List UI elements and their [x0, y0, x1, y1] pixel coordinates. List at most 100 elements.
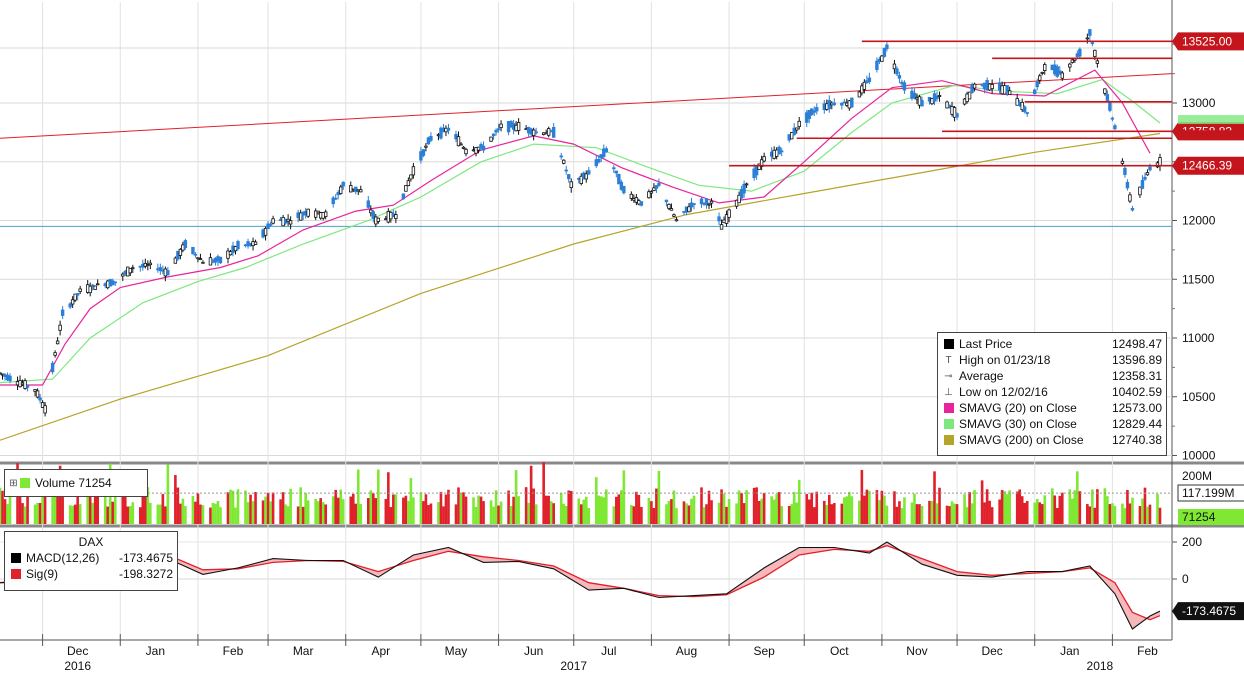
candle-body [742, 183, 746, 194]
legend-row: T High on 01/23/18 13596.89 [942, 352, 1162, 368]
candle-body [489, 136, 493, 142]
candle-body [584, 173, 588, 180]
volume-bar [843, 497, 846, 524]
volume-legend[interactable]: ⊞ Volume 71254 [4, 469, 148, 497]
candle-body [875, 60, 879, 70]
volume-bar [226, 492, 230, 524]
candle-body [792, 127, 796, 136]
candle-body [1088, 29, 1092, 36]
volume-bar [296, 506, 300, 524]
candle-body [421, 149, 426, 156]
candle-body [672, 214, 676, 217]
macd-legend[interactable]: DAX MACD(12,26) -173.4675 Sig(9) -198.3272 [4, 531, 178, 591]
candle-body [719, 224, 724, 230]
volume-bar [579, 504, 583, 524]
candle-body [902, 82, 907, 91]
candle-body [1070, 59, 1075, 63]
candle-body [634, 197, 639, 203]
volume-bar [141, 491, 145, 524]
volume-bar [822, 500, 826, 524]
candle-body [1085, 37, 1090, 40]
volume-bar [1068, 489, 1072, 524]
candle-body [218, 256, 223, 264]
volume-bar [462, 492, 465, 524]
volume-bar [1025, 500, 1029, 524]
candle-body [1120, 160, 1125, 164]
candle-body [60, 309, 65, 316]
volume-bar [725, 506, 728, 524]
volume-bar [88, 496, 92, 524]
volume-bar [43, 494, 47, 524]
volume-bar [1103, 488, 1107, 524]
candle-body [952, 107, 957, 118]
candle-body [1148, 166, 1152, 171]
volume-bar [752, 487, 756, 524]
candle-body [481, 145, 486, 151]
volume-label: Volume 71254 [35, 476, 112, 490]
volume-bar [722, 493, 726, 524]
volume-bar [444, 494, 448, 524]
candle-body [324, 211, 328, 218]
volume-bar [194, 501, 197, 524]
volume-bar [316, 501, 320, 524]
volume-bar [762, 493, 766, 524]
volume-bar [559, 492, 563, 524]
volume-bar [304, 493, 307, 524]
volume-bar [113, 490, 117, 524]
volume-bar [1148, 504, 1152, 524]
volume-bar [68, 505, 72, 524]
volume-bar [667, 500, 671, 524]
volume-bar [792, 491, 796, 524]
candle-body [404, 185, 408, 192]
trendline [0, 73, 1173, 139]
candle-body [790, 132, 794, 140]
volume-bar [787, 505, 791, 524]
legend-row: SMAVG (20) on Close 12573.00 [942, 400, 1162, 416]
x-month-label: Oct [830, 644, 849, 658]
volume-bar [950, 501, 954, 524]
volume-bar [685, 503, 688, 524]
volume-bar [507, 490, 510, 524]
candle-body [1158, 157, 1162, 167]
volume-bar [214, 503, 217, 524]
volume-last-label: 71254 [1182, 510, 1216, 524]
volume-bar [895, 506, 899, 524]
candle-body [401, 193, 406, 200]
candle-body [1058, 70, 1062, 74]
x-month-label: Aug [676, 644, 697, 658]
volume-bar [306, 500, 310, 524]
legend-value: -198.3272 [118, 567, 173, 581]
candle-body [58, 324, 62, 331]
macd-legend-row: MACD(12,26) -173.4675 [9, 550, 173, 566]
candle-body [1108, 102, 1112, 111]
candle-body [897, 75, 902, 79]
volume-bar [281, 492, 285, 524]
volume-bar [457, 487, 460, 524]
x-year-label: 2018 [1087, 659, 1114, 673]
volume-bar [442, 506, 445, 524]
volume-bar [529, 465, 533, 524]
sma20-line [0, 69, 1151, 386]
candle-body [298, 212, 303, 221]
candle-body [1090, 42, 1095, 45]
price-legend[interactable]: Last Price 12498.47 T High on 01/23/18 13596… [937, 332, 1167, 456]
legend-label: Low on 12/02/16 [959, 385, 1048, 399]
volume-bar [23, 506, 27, 524]
volume-bar [394, 494, 398, 524]
candle-body [567, 174, 571, 180]
expand-icon[interactable]: ⊞ [9, 477, 18, 489]
macd-legend-row: Sig(9) -198.3272 [9, 566, 173, 582]
volume-bar [755, 487, 758, 524]
volume-bar [38, 502, 42, 524]
volume-bar [1076, 471, 1079, 524]
candle-body [639, 201, 644, 206]
volume-bar [670, 499, 673, 524]
volume-bar [860, 469, 864, 524]
volume-bar [567, 490, 571, 524]
volume-bar [562, 503, 566, 524]
candle-body [1110, 117, 1115, 120]
candle-body [316, 210, 320, 214]
candle-body [664, 199, 669, 203]
volume-bar [542, 462, 545, 524]
volume-bar [369, 490, 373, 524]
